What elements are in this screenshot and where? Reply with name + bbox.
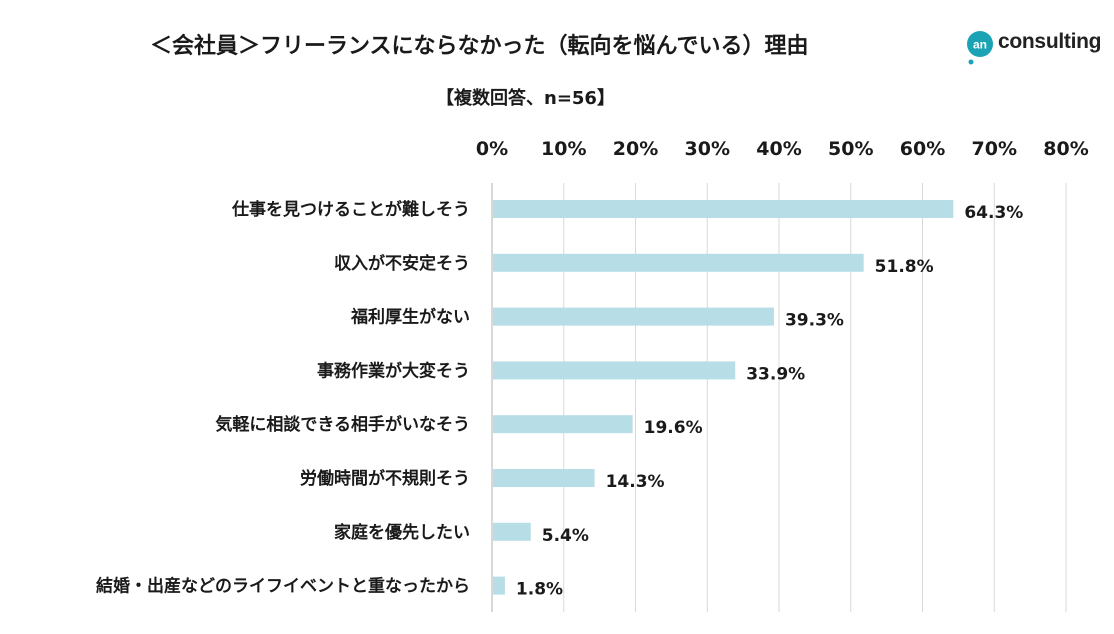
logo-mark-icon: an: [967, 31, 993, 65]
bar: [493, 576, 505, 595]
chart-title: ＜会社員＞フリーランスにならなかった（転向を悩んでいる）理由: [150, 34, 809, 59]
x-tick-label: 40%: [756, 138, 801, 160]
category-label: 収入が不安定そう: [334, 253, 470, 274]
category-label: 家庭を優先したい: [334, 522, 470, 543]
bar: [493, 361, 736, 380]
value-label: 19.6%: [644, 418, 703, 438]
category-label: 仕事を見つけることが難しそう: [231, 199, 470, 220]
value-label: 14.3%: [606, 472, 665, 492]
x-tick-label: 80%: [1043, 138, 1088, 160]
value-label: 5.4%: [542, 526, 589, 546]
logo-mark-text: an: [973, 38, 987, 52]
bar: [493, 253, 864, 272]
category-label: 結婚・出産などのライフイベントと重なったから: [96, 576, 470, 597]
x-tick-label: 50%: [828, 138, 873, 160]
category-label: 福利厚生がない: [350, 307, 470, 328]
value-label: 39.3%: [785, 311, 844, 331]
x-tick-label: 0%: [476, 138, 508, 160]
chart-subtitle: 【複数回答、n=56】: [436, 88, 615, 109]
logo-text: consulting: [998, 30, 1102, 53]
bar: [493, 415, 633, 434]
bar: [493, 522, 531, 541]
category-label: 気軽に相談できる相手がいなそう: [214, 414, 470, 435]
x-tick-label: 70%: [972, 138, 1017, 160]
value-label: 51.8%: [875, 257, 934, 277]
x-tick-label: 20%: [613, 138, 658, 160]
category-label: 事務作業が大変そう: [317, 360, 470, 381]
value-label: 33.9%: [746, 364, 805, 384]
value-label: 1.8%: [516, 580, 563, 600]
bar: [493, 469, 595, 487]
category-label: 労働時間が不規則そう: [300, 468, 470, 489]
x-tick-label: 30%: [685, 138, 730, 160]
value-label: 64.3%: [964, 203, 1023, 223]
x-tick-label: 60%: [900, 138, 945, 160]
bar: [493, 200, 954, 218]
brand-logo: an consulting: [962, 20, 1102, 70]
x-tick-label: 10%: [541, 138, 586, 160]
bar: [493, 307, 774, 326]
